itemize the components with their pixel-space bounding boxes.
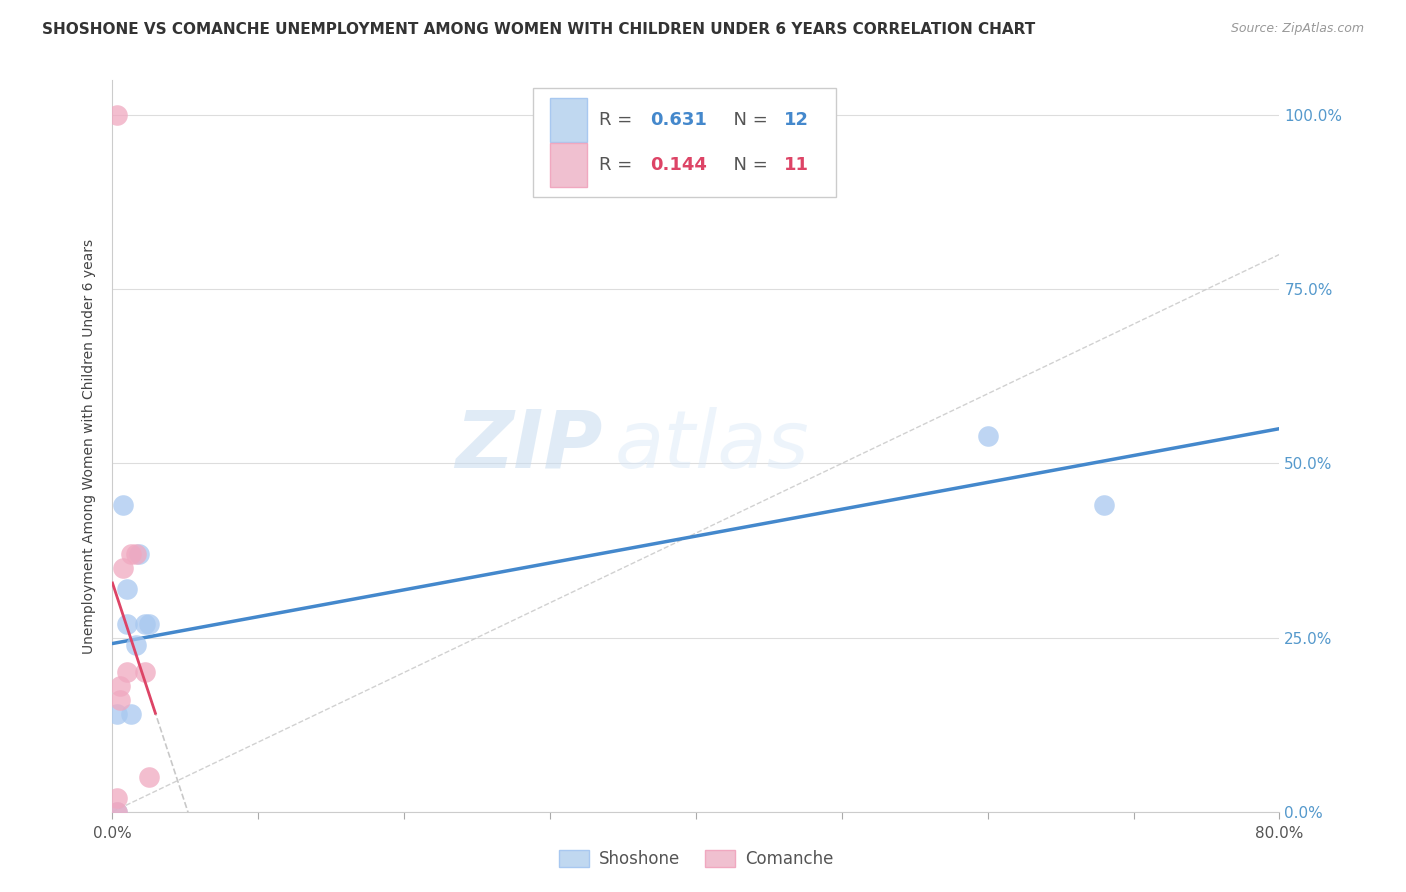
Point	[105, 805, 128, 819]
FancyBboxPatch shape	[533, 87, 837, 197]
Point	[125, 638, 148, 652]
Text: 0.631: 0.631	[651, 111, 707, 129]
Text: atlas: atlas	[614, 407, 808, 485]
Point	[115, 665, 138, 680]
Text: 0.144: 0.144	[651, 156, 707, 174]
Point	[108, 679, 131, 693]
Point	[105, 805, 128, 819]
Text: N =: N =	[721, 156, 773, 174]
Point	[115, 582, 138, 596]
Y-axis label: Unemployment Among Women with Children Under 6 years: Unemployment Among Women with Children U…	[82, 238, 96, 654]
Point	[111, 561, 134, 575]
FancyBboxPatch shape	[550, 144, 588, 186]
Point	[120, 707, 142, 722]
Text: 12: 12	[783, 111, 808, 129]
Text: ZIP: ZIP	[456, 407, 603, 485]
Text: N =: N =	[721, 111, 773, 129]
Point	[120, 547, 142, 561]
Point	[128, 547, 150, 561]
Point	[105, 707, 128, 722]
Text: R =: R =	[599, 111, 638, 129]
Point	[138, 616, 160, 631]
Point	[1092, 498, 1115, 512]
Point	[108, 693, 131, 707]
Point	[134, 665, 156, 680]
Point	[134, 616, 156, 631]
Legend: Shoshone, Comanche: Shoshone, Comanche	[550, 842, 842, 877]
Point	[105, 108, 128, 122]
Point	[976, 428, 998, 442]
Point	[125, 547, 148, 561]
Point	[115, 616, 138, 631]
Point	[105, 790, 128, 805]
Text: Source: ZipAtlas.com: Source: ZipAtlas.com	[1230, 22, 1364, 36]
Text: R =: R =	[599, 156, 638, 174]
Point	[138, 770, 160, 784]
FancyBboxPatch shape	[550, 98, 588, 142]
Text: SHOSHONE VS COMANCHE UNEMPLOYMENT AMONG WOMEN WITH CHILDREN UNDER 6 YEARS CORREL: SHOSHONE VS COMANCHE UNEMPLOYMENT AMONG …	[42, 22, 1035, 37]
Point	[111, 498, 134, 512]
Text: 11: 11	[783, 156, 808, 174]
